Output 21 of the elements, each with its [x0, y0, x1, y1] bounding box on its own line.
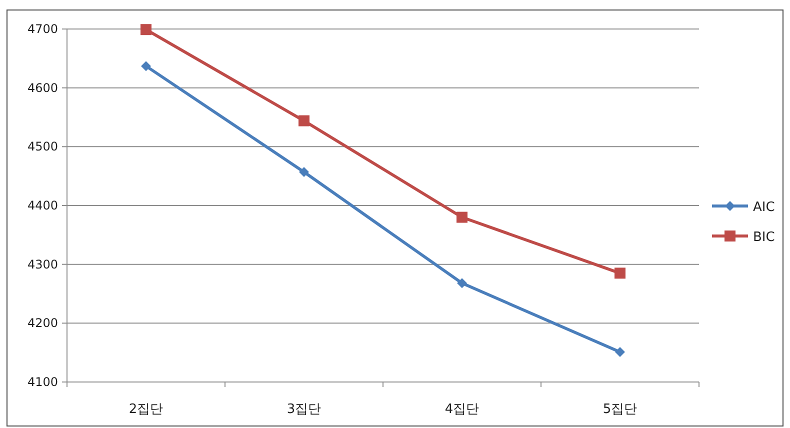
- point: [141, 61, 151, 72]
- point: [457, 278, 467, 288]
- point: [140, 24, 152, 36]
- legend-label: AIC: [753, 200, 775, 215]
- x-tick-label: 2집단: [128, 402, 164, 417]
- x-tick-label: 3집단: [286, 402, 322, 417]
- point: [614, 268, 626, 279]
- y-tick-label: 4100: [27, 375, 58, 389]
- y-tick-label: 4400: [27, 198, 58, 212]
- x-tick-label: 5집단: [602, 402, 638, 417]
- point: [615, 346, 625, 357]
- point: [298, 115, 310, 126]
- legend-label: BIC: [753, 230, 775, 245]
- x-tick-label: 4집단: [444, 402, 480, 417]
- y-tick-label: 4300: [27, 257, 58, 272]
- y-tick-label: 4700: [27, 22, 58, 36]
- y-tick-label: 4600: [27, 80, 58, 95]
- point: [456, 212, 468, 223]
- y-tick-label: 4500: [27, 140, 58, 154]
- y-tick-label: 4200: [27, 316, 58, 330]
- point: [299, 166, 309, 177]
